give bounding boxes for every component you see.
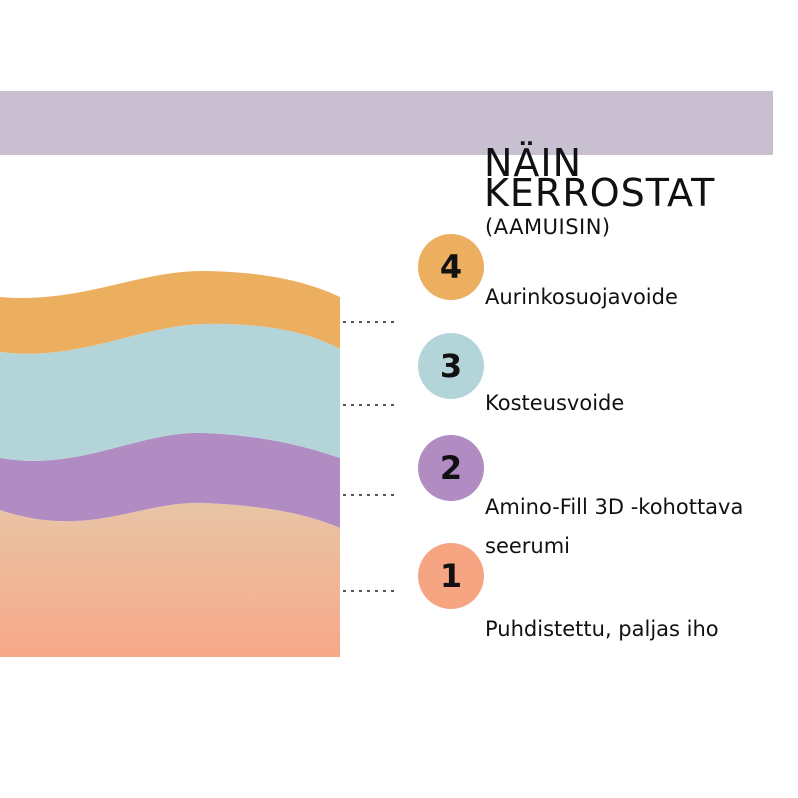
layer-serum: [0, 432, 340, 528]
label-layer-2-line-1: Amino-Fill 3D -kohottava: [485, 495, 744, 519]
subtitle: (AAMUISIN): [485, 215, 611, 239]
label-layer-1: Puhdistettu, paljas iho: [485, 617, 719, 641]
badge-layer-1: 1: [418, 543, 484, 609]
badge-layer-4: 4: [418, 234, 484, 300]
layer-moisturizer: [0, 323, 340, 461]
page-title: NÄIN KERROSTAT: [484, 141, 716, 215]
label-layer-3: Kosteusvoide: [485, 391, 625, 415]
label-layer-4: Aurinkosuojavoide: [485, 285, 678, 309]
label-layer-2-line-2: seerumi: [485, 534, 571, 558]
layer-sunscreen: [0, 270, 340, 354]
title-line-2: KERROSTAT: [484, 171, 716, 215]
badge-layer-2: 2: [418, 435, 484, 501]
title-line-1: NÄIN: [484, 141, 583, 185]
header-band: [0, 91, 773, 155]
badge-layer-3: 3: [418, 333, 484, 399]
layer-skin: [0, 502, 340, 657]
